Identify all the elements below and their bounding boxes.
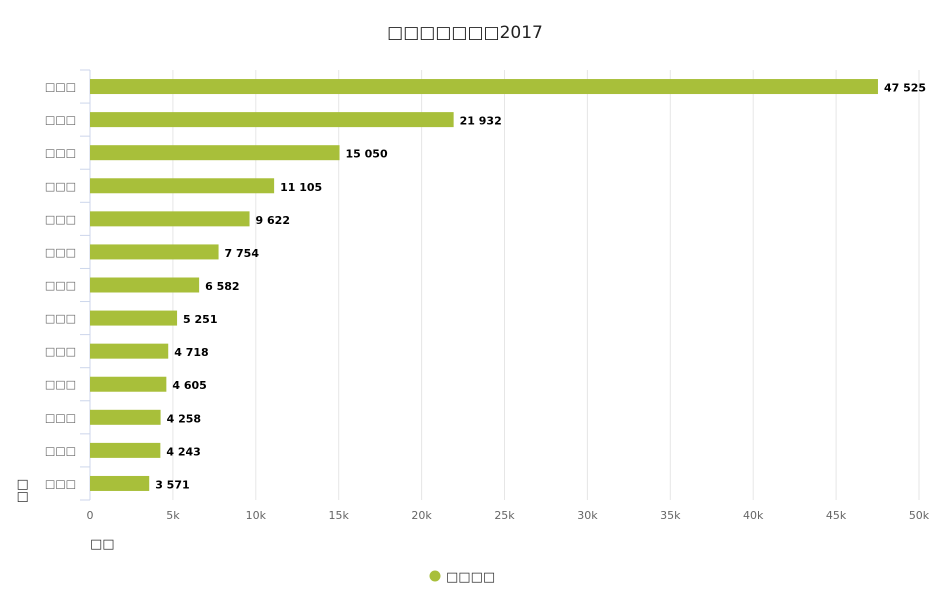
- legend-marker: [429, 570, 441, 582]
- bar[interactable]: [90, 145, 340, 161]
- data-label: 4 258: [167, 412, 201, 425]
- bar[interactable]: [90, 343, 169, 359]
- bar[interactable]: [90, 409, 161, 425]
- data-label: 11 105: [280, 181, 322, 194]
- bar[interactable]: [90, 112, 454, 128]
- x-tick-label: 50k: [909, 509, 929, 522]
- data-label: 47 525: [884, 82, 926, 95]
- category-label: □□□: [45, 312, 76, 325]
- legend[interactable]: □□□□: [429, 570, 496, 585]
- x-tick-label: 25k: [494, 509, 515, 522]
- bar[interactable]: [90, 277, 200, 293]
- category-label: □□□: [45, 411, 76, 424]
- category-label: □□□: [45, 246, 76, 259]
- category-label: □□□: [45, 213, 76, 226]
- axes: 0 5k 10k 15k 20k 25k 30k 35k 40k 45k 50k □□□ □□□ □□□ □…: [45, 69, 929, 522]
- bar[interactable]: [90, 310, 178, 326]
- x-tick-label: 45k: [826, 509, 847, 522]
- x-tick-label: 35k: [660, 509, 681, 522]
- data-label: 4 243: [166, 445, 200, 458]
- data-label: 21 932: [460, 115, 502, 128]
- x-tick-label: 30k: [577, 509, 598, 522]
- data-label: 4 605: [172, 379, 206, 392]
- category-label: □□□: [45, 180, 76, 193]
- category-label: □□□: [45, 279, 76, 292]
- data-labels: 47 525 21 932 15 050 11 105 9 622 7 754 6 582 5…: [155, 82, 926, 492]
- grid-lines: [172, 70, 920, 500]
- data-label: 6 582: [205, 280, 239, 293]
- bar[interactable]: [90, 79, 878, 95]
- data-label: 5 251: [183, 313, 217, 326]
- category-label: □□□: [45, 345, 76, 358]
- bar[interactable]: [90, 442, 161, 458]
- chart-title: □□□□□□□2017: [387, 23, 543, 43]
- x-tick-label: 0: [87, 509, 94, 522]
- category-label: □□□: [45, 114, 76, 127]
- category-label: □□□: [45, 147, 76, 160]
- category-label: □□□: [45, 444, 76, 457]
- bar[interactable]: [90, 211, 250, 227]
- x-tick-label: 10k: [246, 509, 267, 522]
- data-label: 15 050: [346, 148, 388, 161]
- data-label: 4 718: [174, 346, 208, 359]
- bar[interactable]: [90, 376, 167, 392]
- bar[interactable]: [90, 244, 219, 260]
- bar[interactable]: [90, 178, 275, 194]
- x-tick-label: 5k: [166, 509, 180, 522]
- bar[interactable]: [90, 475, 150, 491]
- x-tick-label: 20k: [411, 509, 432, 522]
- x-tick-label: 15k: [329, 509, 350, 522]
- x-tick-label: 40k: [743, 509, 764, 522]
- y-axis-title: □□: [15, 479, 30, 504]
- x-axis-title: □□: [90, 537, 115, 552]
- category-label: □□□: [45, 81, 76, 94]
- data-label: 3 571: [155, 478, 189, 491]
- data-label: 7 754: [225, 247, 260, 260]
- category-label: □□□: [45, 477, 76, 490]
- category-label: □□□: [45, 378, 76, 391]
- data-label: 9 622: [256, 214, 290, 227]
- legend-label: □□□□: [446, 570, 495, 585]
- bars: [90, 79, 878, 491]
